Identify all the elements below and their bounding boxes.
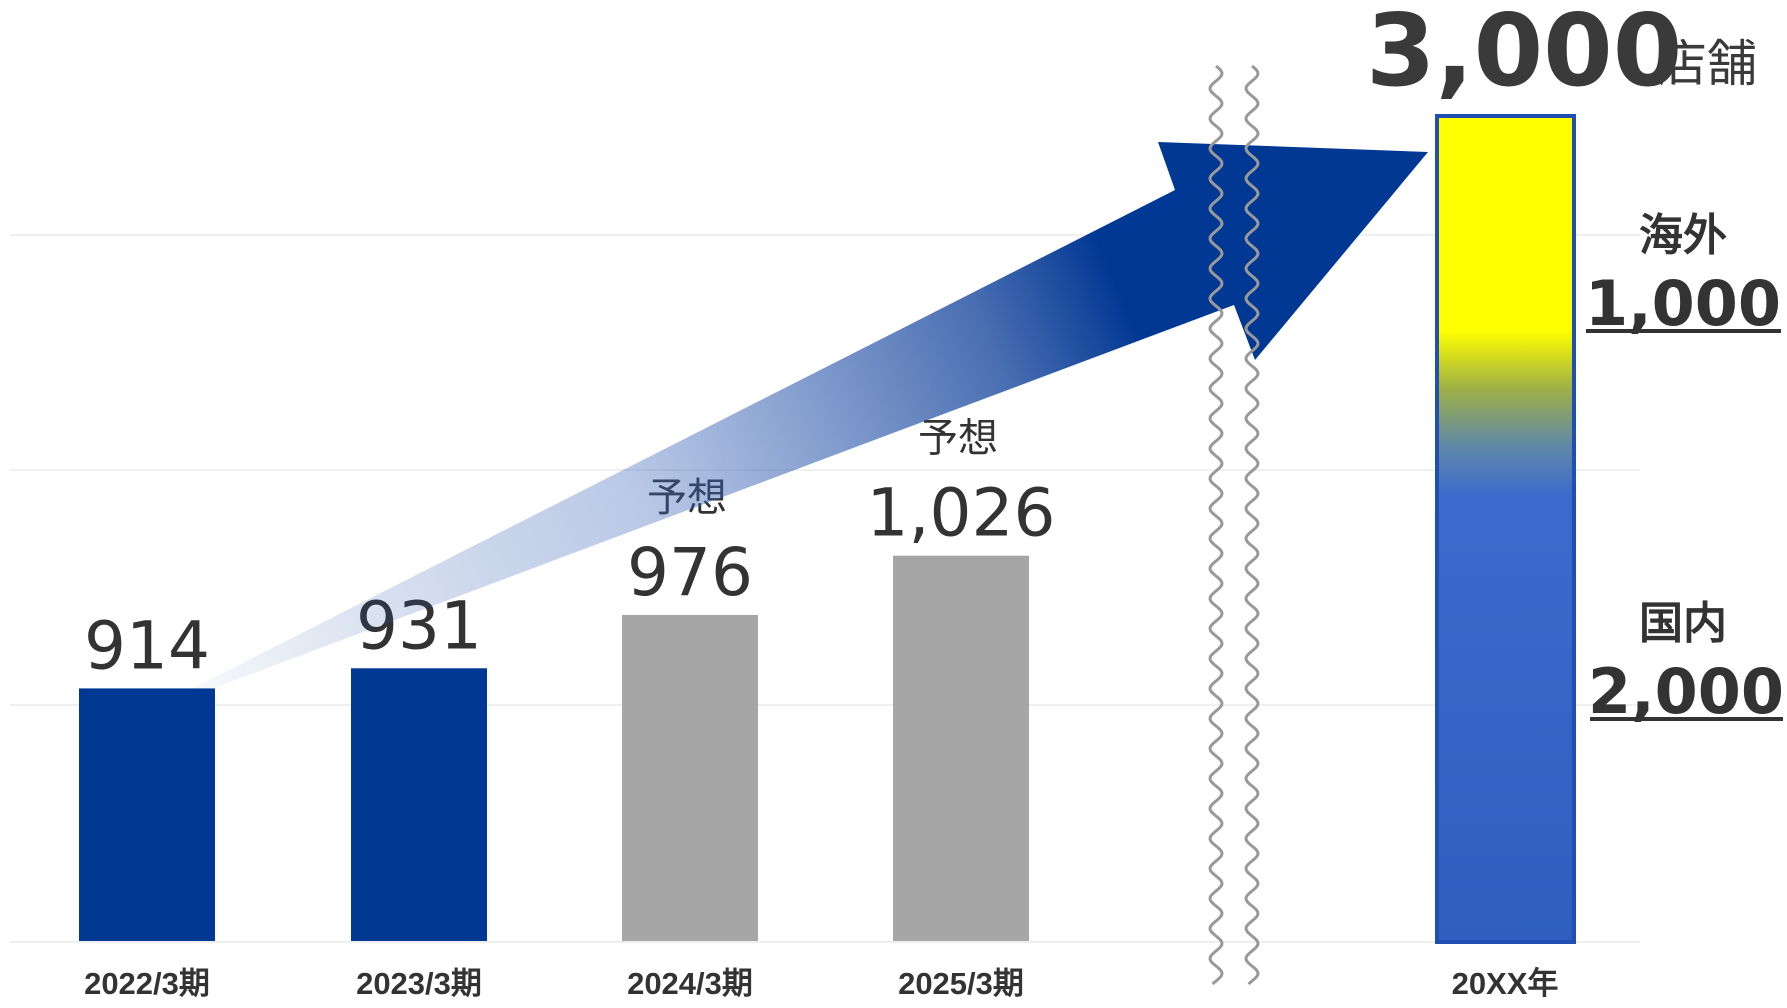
bar-value-label-3: 1,026: [867, 475, 1056, 552]
segment-overseas-value: 1,000: [1585, 267, 1781, 340]
segment-overseas-name: 海外: [1639, 210, 1727, 261]
growth-arrow: [150, 142, 1428, 712]
bar-2: [622, 614, 758, 942]
target-total-unit: 店舗: [1657, 35, 1757, 93]
bars-group: [79, 555, 1029, 942]
category-label-0: 2022/3期: [84, 966, 210, 1001]
target-category-label: 20XX年: [1452, 966, 1559, 1001]
category-label-2: 2024/3期: [627, 966, 753, 1001]
segment-domestic-value: 2,000: [1588, 655, 1784, 728]
category-labels-group: 2022/3期 2023/3期 2024/3期 2025/3期: [84, 966, 1024, 1001]
bar-forecast-note-3: 予想: [918, 416, 998, 462]
axis-break: [1208, 64, 1260, 986]
bar-0: [79, 688, 215, 942]
category-label-3: 2025/3期: [898, 966, 1024, 1001]
target-bar: [1435, 114, 1576, 944]
bar-3: [893, 555, 1029, 942]
target-total-value: 3,000: [1366, 0, 1682, 109]
category-label-1: 2023/3期: [356, 966, 482, 1001]
bar-value-label-2: 976: [627, 534, 753, 611]
gridlines: [10, 234, 1640, 706]
segment-domestic-name: 国内: [1639, 598, 1727, 649]
bar-value-label-0: 914: [84, 607, 210, 684]
bar-1: [351, 668, 487, 942]
